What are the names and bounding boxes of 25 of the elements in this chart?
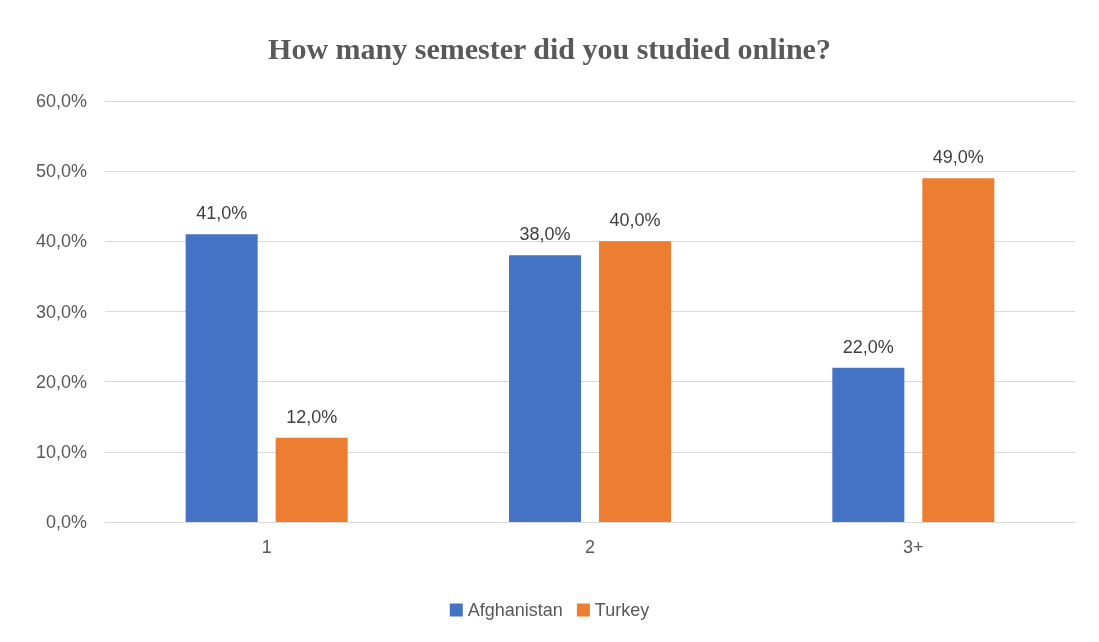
y-tick-label: 50,0% xyxy=(35,161,87,182)
data-label: 40,0% xyxy=(609,210,661,231)
data-label: 22,0% xyxy=(842,336,894,357)
y-tick-label: 0,0% xyxy=(45,512,87,532)
y-tick-label: 60,0% xyxy=(35,91,87,111)
y-tick-label: 30,0% xyxy=(35,301,87,322)
bar xyxy=(922,178,995,522)
bar xyxy=(599,241,671,522)
chart-title: How many semester did you studied online? xyxy=(268,31,831,65)
bar xyxy=(185,234,258,522)
bar xyxy=(509,255,581,522)
bar xyxy=(832,367,905,522)
legend-label: Afghanistan xyxy=(467,600,563,620)
data-label: 38,0% xyxy=(519,224,571,245)
y-tick-label: 10,0% xyxy=(35,441,87,462)
y-tick-label: 40,0% xyxy=(35,231,87,252)
legend-label: Turkey xyxy=(594,600,650,620)
x-tick-label: 2 xyxy=(584,537,596,557)
x-tick-label: 1 xyxy=(261,537,272,557)
bar xyxy=(275,437,348,522)
y-tick-label: 20,0% xyxy=(35,371,87,392)
x-tick-label: 3+ xyxy=(903,537,924,557)
data-label: 49,0% xyxy=(932,147,984,168)
data-label: 12,0% xyxy=(286,406,338,427)
data-label: 41,0% xyxy=(196,203,248,224)
